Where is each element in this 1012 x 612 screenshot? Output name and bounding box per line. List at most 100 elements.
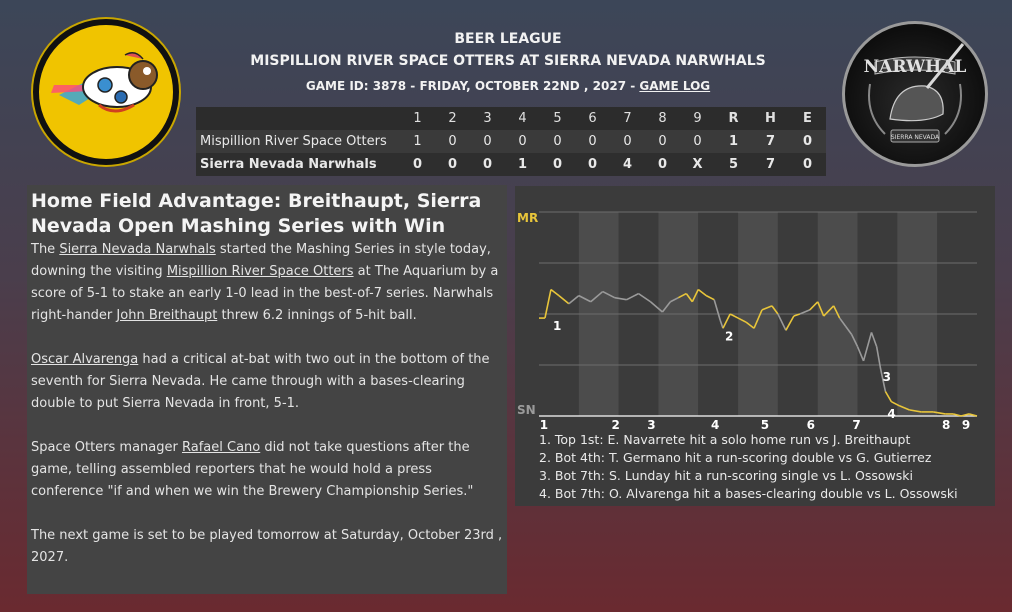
home-team-name[interactable]: Sierra Nevada Narwhals <box>200 157 377 172</box>
wp-segment-9 <box>614 296 627 301</box>
wp-segment-21 <box>719 319 724 329</box>
wp-segment-32 <box>799 309 811 315</box>
event-marker-2: 2 <box>725 329 733 343</box>
home-total-2: 7 <box>765 157 776 172</box>
wp-segment-25 <box>745 321 755 329</box>
away-inning-score-9: 0 <box>693 134 702 149</box>
inning-header-4: 4 <box>518 111 527 126</box>
x-tick-label-5: 5 <box>761 418 769 431</box>
wp-segment-33 <box>809 301 819 311</box>
inning-header-7: 7 <box>623 111 632 126</box>
wp-segment-39 <box>850 334 859 347</box>
away-inning-score-5: 0 <box>553 134 562 149</box>
y-bottom-label: SN <box>517 403 536 417</box>
wp-segment-20 <box>713 299 721 321</box>
away-total-3: 0 <box>802 134 813 149</box>
away-inning-score-2: 0 <box>448 134 457 149</box>
away-inning-score-7: 0 <box>623 134 632 149</box>
wp-segment-19 <box>705 294 715 301</box>
wp-segment-22 <box>722 313 731 329</box>
y-top-label: MR <box>517 211 538 225</box>
wp-segment-45 <box>884 391 893 403</box>
away-inning-score-8: 0 <box>658 134 667 149</box>
key-events-list: 1. Top 1st: E. Navarrete hit a solo home… <box>539 431 958 503</box>
link-sierra-nevada-narwhals[interactable]: Sierra Nevada Narwhals <box>59 242 216 257</box>
wp-segment-24 <box>737 317 747 323</box>
totals-header-3: E <box>803 111 812 126</box>
story-paragraph-3: Space Otters manager Rafael Cano did not… <box>31 440 474 499</box>
away-team-name[interactable]: Mispillion River Space Otters <box>200 134 387 149</box>
x-tick-label-4: 4 <box>711 418 719 431</box>
inning-header-6: 6 <box>588 111 597 126</box>
x-tick-label-1: 1 <box>540 418 548 431</box>
story-headline: Home Field Advantage: Breithaupt, Sierra… <box>31 190 482 237</box>
game-story-panel: Home Field Advantage: Breithaupt, Sierra… <box>27 185 507 594</box>
away-inning-score-6: 0 <box>588 134 597 149</box>
matchup-title: MISPILLION RIVER SPACE OTTERS AT SIERRA … <box>250 53 766 69</box>
home-inning-score-5: 0 <box>552 157 563 172</box>
game-log-link[interactable]: GAME LOG <box>639 79 711 93</box>
away-inning-score-1: 1 <box>413 134 422 149</box>
inning-header-8: 8 <box>658 111 667 126</box>
wp-segment-48 <box>909 409 922 413</box>
wp-segment-46 <box>891 401 900 407</box>
wp-segment-23 <box>729 313 739 319</box>
wp-segment-15 <box>677 292 687 299</box>
key-event-4: 4. Bot 7th: O. Alvarenga hit a bases-cle… <box>539 486 958 501</box>
link-rafael-cano[interactable]: Rafael Cano <box>182 440 261 455</box>
wp-segment-36 <box>832 305 841 319</box>
wp-segment-6 <box>578 294 592 303</box>
key-event-3: 3. Bot 7th: S. Lunday hit a run-scoring … <box>539 468 913 483</box>
wp-segment-35 <box>823 305 835 317</box>
game-info-line: GAME ID: 3878 - FRIDAY, OCTOBER 22ND , 2… <box>200 79 816 93</box>
narwhal-logo-subtext: SIERRA NEVADA <box>891 134 940 141</box>
home-total-3: 0 <box>802 157 813 172</box>
home-inning-score-1: 0 <box>412 157 423 172</box>
line-score-table: 1 2 3 4 5 6 7 8 9 R H E Mispillion River Space Ott… <box>196 107 826 176</box>
wp-segment-3 <box>550 288 560 297</box>
event-marker-3: 3 <box>883 370 891 384</box>
wp-segment-31 <box>793 313 801 317</box>
away-inning-score-3: 0 <box>483 134 492 149</box>
wp-segment-43 <box>875 346 882 370</box>
home-inning-score-2: 0 <box>447 157 458 172</box>
wp-segment-4 <box>558 295 570 305</box>
wp-segment-18 <box>697 288 707 297</box>
link-john-breithaupt[interactable]: John Breithaupt <box>116 308 218 323</box>
home-inning-score-4: 1 <box>517 157 528 172</box>
home-team-logo: NARWHAL SIERRA NEVADA <box>842 21 988 167</box>
home-inning-score-9: X <box>692 157 703 172</box>
key-event-2: 2. Bot 4th: T. Germano hit a run-scoring… <box>539 450 932 465</box>
story-paragraph-2: Oscar Alvarenga had a critical at-bat wi… <box>31 352 490 411</box>
wp-segment-41 <box>862 332 873 362</box>
win-probability-chart: MR SN 1 2 3 4 5 6 7 8 9 1 2 3 4 <box>517 211 978 431</box>
wp-segment-52 <box>952 413 962 417</box>
wp-segment-27 <box>761 305 773 311</box>
link-oscar-alvarenga[interactable]: Oscar Alvarenga <box>31 352 139 367</box>
wp-segment-53 <box>960 413 970 417</box>
wp-segment-30 <box>785 315 795 331</box>
line-score-home-row: Sierra Nevada Narwhals 0 0 0 1 0 0 4 0 X 5 7 0 <box>196 153 826 176</box>
event-marker-1: 1 <box>553 319 561 333</box>
wp-segment-8 <box>602 290 616 299</box>
wp-segment-11 <box>638 292 651 303</box>
home-inning-score-8: 0 <box>657 157 668 172</box>
away-inning-score-4: 0 <box>518 134 527 149</box>
wp-segment-26 <box>753 309 763 329</box>
event-marker-4: 4 <box>887 407 895 421</box>
wp-segment-38 <box>844 325 853 335</box>
x-tick-label-7: 7 <box>852 418 860 431</box>
away-team-logo <box>33 19 179 165</box>
wp-segment-10 <box>626 292 639 301</box>
game-info-text: GAME ID: 3878 - FRIDAY, OCTOBER 22ND , 2… <box>305 79 640 93</box>
wp-segment-5 <box>568 295 580 305</box>
inning-header-3: 3 <box>483 111 492 126</box>
otter-logo-icon <box>51 52 158 113</box>
home-total-1: 5 <box>728 157 739 172</box>
inning-header-5: 5 <box>553 111 562 126</box>
wp-segment-34 <box>816 301 825 317</box>
wp-segment-47 <box>899 405 910 411</box>
link-mispillion-river-space-otters[interactable]: Mispillion River Space Otters <box>166 264 354 279</box>
inning-header-9: 9 <box>693 111 702 126</box>
